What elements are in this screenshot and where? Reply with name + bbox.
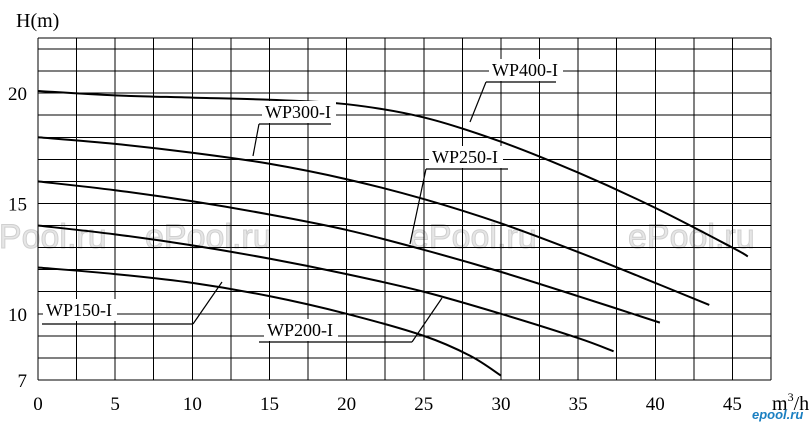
x-tick-label: 0 [33,394,43,415]
watermark-text: ePool.ru [410,218,537,256]
y-tick-label: 20 [8,84,27,105]
series-line-wp150-i [37,266,502,377]
series-label-wp300-i: WP300-I [265,102,331,122]
x-tick-label: 35 [569,394,588,415]
x-tick-label: 40 [646,394,665,415]
series-label-wp250-i: WP250-I [432,147,498,167]
label-background [264,319,338,341]
watermark-text: ePool.ru [0,218,107,256]
label-leader [469,81,487,123]
series-line-wp250-i [37,180,661,324]
label-background [43,299,117,321]
watermark-layer: ePool.ru ePool.ru ePool.ru ePool.ru [0,218,755,257]
x-tick-label: 20 [337,394,356,415]
x-tick-label: 25 [414,394,433,415]
label-leader [252,123,260,157]
x-tick-label: 10 [183,394,202,415]
series-label-wp150-i: WP150-I [46,300,112,320]
series-line-wp200-i [37,224,614,353]
x-axis-label: m3/h [772,390,809,415]
label-background [489,59,563,81]
label-background [262,101,336,123]
watermark-text: ePool.ru [145,218,272,256]
label-background [429,146,503,168]
watermark-text: ePool.ru [628,218,755,256]
logo: epool.ru [752,407,803,422]
series-labels: WP400-I WP300-I WP250-I WP200-I WP150-I [42,59,563,343]
x-tick-label: 45 [723,394,742,415]
series-label-wp200-i: WP200-I [267,320,333,340]
x-tick-label: 15 [260,394,279,415]
tick-labels: 0 5 10 15 20 25 30 35 40 45 7 10 15 20 [8,84,742,415]
label-leader [411,297,443,343]
x-tick-label: 5 [110,394,120,415]
label-leader [192,281,223,325]
grid [37,37,772,381]
y-axis-label: H(m) [16,10,59,32]
label-leader [409,168,427,245]
x-tick-label: 30 [491,394,510,415]
y-tick-label: 10 [8,305,27,326]
series-label-wp400-i: WP400-I [492,60,558,80]
y-tick-label: 7 [18,371,28,392]
y-tick-label: 15 [8,194,27,215]
curves [37,89,749,377]
series-line-wp300-i [37,136,710,306]
series-line-wp400-i [37,89,749,258]
